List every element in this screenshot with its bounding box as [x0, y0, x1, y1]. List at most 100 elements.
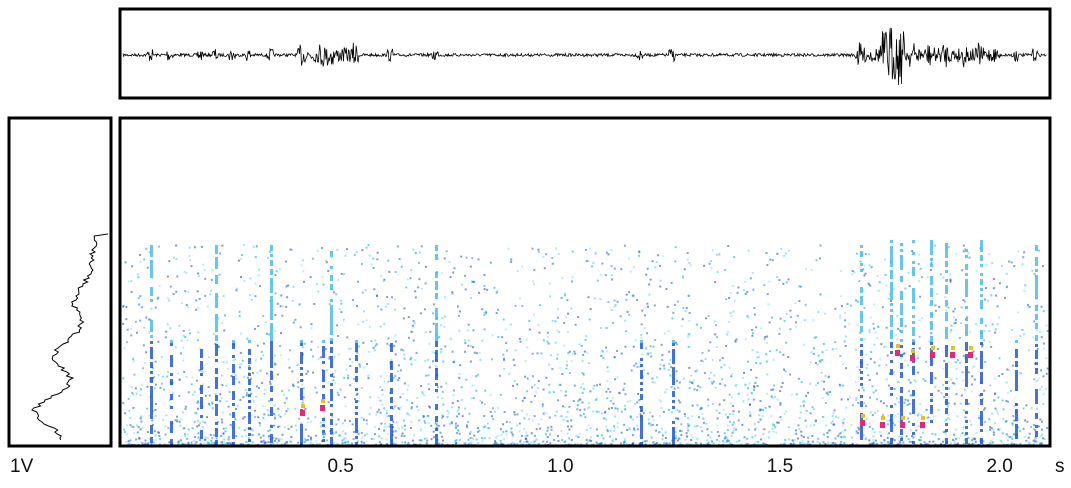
spectrogram-cell [363, 419, 365, 421]
spectrogram-cell [707, 443, 709, 445]
spectrogram-cell [160, 387, 162, 389]
spectrogram-cell [128, 281, 130, 283]
spectrogram-cell [914, 379, 916, 381]
spectrogram-cell [965, 279, 968, 282]
spectrogram-cell [352, 361, 354, 363]
spectrogram-cell [186, 438, 188, 440]
spectrogram-cell [126, 424, 128, 426]
spectrogram-cell [951, 325, 953, 327]
spectrogram-cell [401, 435, 403, 437]
spectrogram-cell [537, 352, 539, 354]
spectrogram-cell [248, 349, 251, 352]
spectrogram-cell [459, 439, 461, 441]
spectrogram-cell [1041, 306, 1043, 308]
spectrogram-cell [539, 304, 541, 306]
spectrogram-cell [705, 423, 707, 425]
spectrogram-cell [890, 297, 893, 300]
spectrogram-cell [736, 441, 738, 443]
spectrogram-cell [377, 252, 379, 254]
spectrogram-cell [134, 374, 136, 376]
spectrogram-cell [516, 425, 518, 427]
spectrogram-cell [688, 346, 690, 348]
spectrogram-cell [567, 426, 569, 428]
spectrogram-cell [582, 402, 584, 404]
spectrogram-cell [373, 267, 375, 269]
spectrogram-cell [962, 371, 964, 373]
waveform-frame [120, 9, 1050, 98]
spectrogram-cell [408, 442, 410, 444]
spectrogram-cell [270, 389, 273, 392]
spectrogram-cell [857, 402, 859, 404]
spectrogram-cell [980, 333, 983, 336]
spectrogram-cell [640, 388, 643, 391]
spectrogram-cell [477, 442, 479, 444]
spectrogram-cell [525, 432, 527, 434]
spectrogram-cell [965, 294, 968, 297]
spectrogram-cell [597, 435, 599, 437]
spectrogram-cell [691, 434, 693, 436]
spectrogram-cell [945, 351, 948, 354]
spectrogram-cell [603, 438, 605, 440]
spectrogram-cell [960, 403, 962, 405]
spectrogram-cell [362, 342, 364, 344]
spectrogram-cell [724, 432, 726, 434]
spectrogram-cell [1011, 436, 1013, 438]
spectrogram-cell [249, 278, 251, 280]
spectrogram-cell [968, 403, 970, 405]
spectrogram-cell [411, 402, 413, 404]
spectrogram-cell [464, 351, 466, 353]
spectrogram-cell [355, 346, 358, 349]
spectrogram-cell [195, 309, 197, 311]
spectrogram-cell [1012, 415, 1014, 417]
spectrogram-cell [930, 294, 933, 297]
spectrogram-cell [687, 430, 689, 432]
spectrogram-cell [682, 275, 684, 277]
spectrogram-cell [478, 292, 480, 294]
spectrogram-cell [435, 272, 438, 275]
spectrogram-cell [913, 437, 915, 439]
spectrogram-cell [621, 411, 623, 413]
spectrogram-cell [790, 316, 792, 318]
spectrogram-cell [455, 439, 457, 441]
spectrogram-cell [900, 303, 903, 306]
spectrogram-cell [248, 437, 250, 439]
spectrogram-cell [702, 413, 704, 415]
spectrogram-cell [255, 359, 257, 361]
spectrogram-cell [158, 435, 160, 437]
spectrogram-cell [586, 429, 588, 431]
spectrogram-cell [576, 408, 578, 410]
spectrogram-cell [888, 298, 890, 300]
spectrogram-cell [710, 260, 712, 262]
spectrogram-cell [772, 259, 774, 261]
spectrogram-cell [240, 363, 242, 365]
spectrogram-cell [965, 375, 968, 378]
spectrogram-cell [330, 365, 333, 368]
spectrogram-cell [763, 284, 765, 286]
spectrogram-cell [435, 404, 438, 407]
spectrogram-cell [841, 398, 843, 400]
spectrogram-cell [640, 430, 643, 433]
spectrogram-cell [931, 433, 933, 435]
spectrogram-cell [706, 439, 708, 441]
spectrogram-cell [268, 435, 270, 437]
spectrogram-cell [912, 366, 915, 369]
spectrogram-cell [930, 399, 933, 402]
spectrogram-cell [215, 245, 218, 248]
spectrogram-cell [176, 419, 178, 421]
spectrogram-cell [676, 370, 678, 372]
spectrogram-cell [900, 261, 903, 264]
spectrogram-cell [600, 355, 602, 357]
spectrogram-cell [908, 379, 910, 381]
spectrogram-cell [280, 305, 282, 307]
spectrogram-cell [404, 435, 406, 437]
spectrogram-cell [763, 428, 765, 430]
spectrogram-cell [270, 353, 273, 356]
spectrogram-cell [300, 433, 303, 436]
spectrogram-cell [684, 413, 686, 415]
spectrogram-cell [965, 318, 968, 321]
spectrogram-cell [677, 440, 679, 442]
spectrogram-cell [300, 394, 303, 397]
spectrogram-cell [728, 321, 730, 323]
spectrogram-cell [173, 293, 175, 295]
spectrogram-cell [373, 288, 375, 290]
